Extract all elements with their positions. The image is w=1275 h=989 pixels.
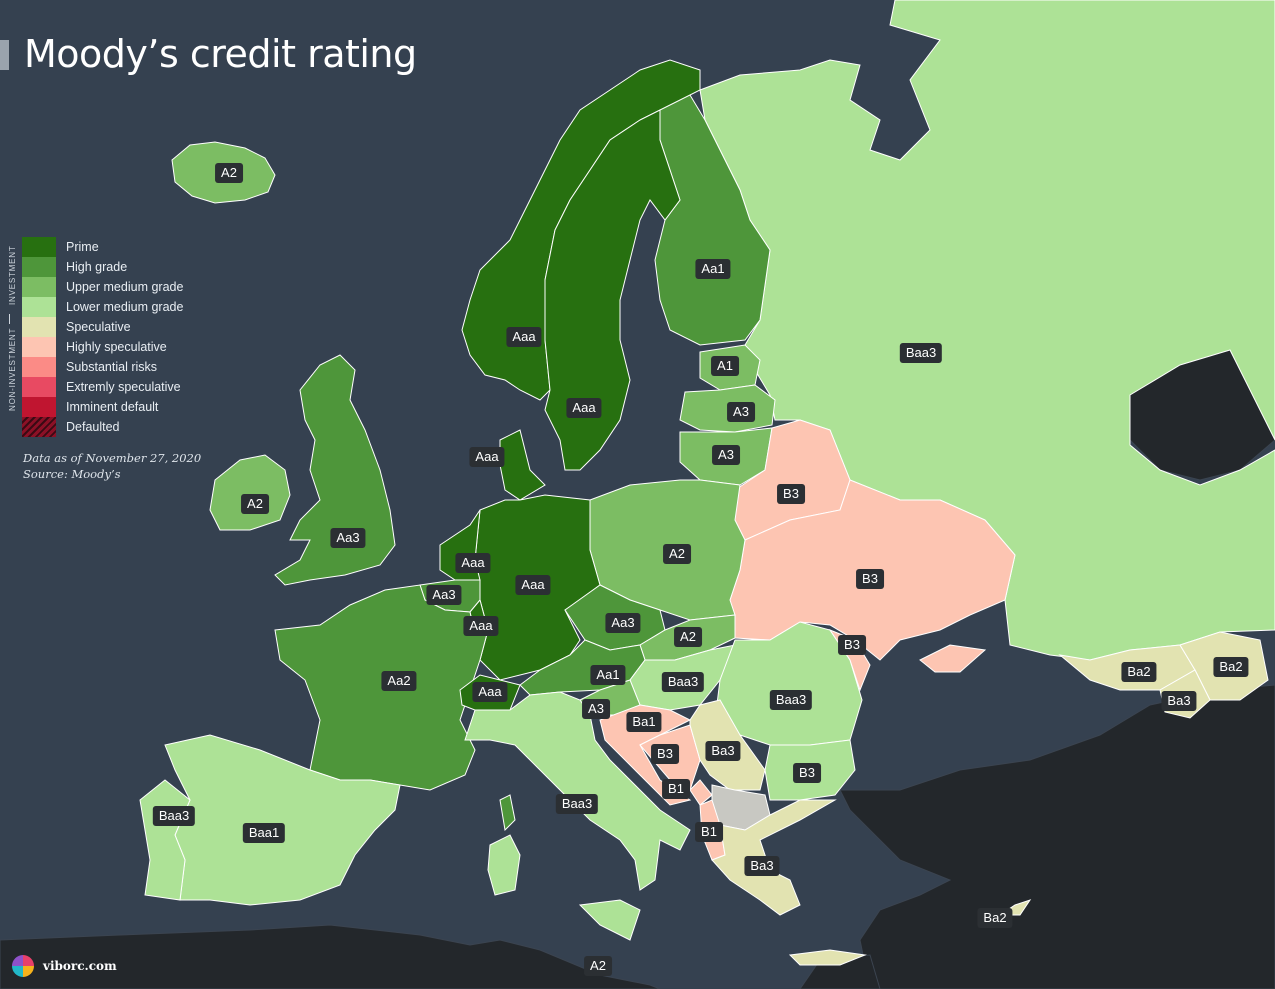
region-italy <box>464 691 691 891</box>
map-title: Moody’s credit rating <box>24 32 417 76</box>
rating-label-france: Aa2 <box>381 671 417 691</box>
rating-label-poland: A2 <box>663 544 691 564</box>
region-croatia <box>599 704 692 806</box>
title-accent-bar <box>0 40 9 70</box>
legend-item: Defaulted <box>22 417 183 437</box>
rating-label-latvia: A3 <box>727 402 755 422</box>
legend-swatch <box>22 357 56 377</box>
legend-swatch <box>22 257 56 277</box>
legend-item: Substantial risks <box>22 357 183 377</box>
legend-group-investment: INVESTMENT <box>8 245 17 305</box>
legend-swatch <box>22 277 56 297</box>
rating-label-cyprus: Ba2 <box>977 908 1013 928</box>
legend-item: Highly speculative <box>22 337 183 357</box>
region-denmark <box>499 429 546 501</box>
region-uk <box>274 354 396 586</box>
rating-label-croatia: Ba1 <box>626 712 662 732</box>
land-africa <box>0 924 661 989</box>
rating-label-denmark: Aaa <box>469 447 505 467</box>
legend-item: High grade <box>22 257 183 277</box>
region-sicily <box>578 899 641 941</box>
rating-label-germany: Aaa <box>515 575 551 595</box>
legend-label: Prime <box>66 240 99 254</box>
rating-label-bulgaria: B3 <box>793 763 821 783</box>
legend-group-separator <box>9 314 10 324</box>
legend-item: Lower medium grade <box>22 297 183 317</box>
rating-label-netherlands: Aaa <box>455 553 491 573</box>
legend-swatch <box>22 397 56 417</box>
legend-label: Extremly speculative <box>66 380 181 394</box>
region-sweden <box>544 109 681 471</box>
legend-item: Upper medium grade <box>22 277 183 297</box>
legend-item: Extremly speculative <box>22 377 183 397</box>
rating-label-lithuania: A3 <box>712 445 740 465</box>
rating-label-estonia: A1 <box>711 356 739 376</box>
brand-text: viborc.com <box>43 959 117 973</box>
legend-label: Upper medium grade <box>66 280 184 294</box>
brand[interactable]: viborc.com <box>12 955 117 977</box>
rating-label-norway: Aaa <box>506 327 542 347</box>
rating-label-iceland: A2 <box>215 163 243 183</box>
rating-label-austria: Aa1 <box>590 665 626 685</box>
rating-label-moldova: B3 <box>838 635 866 655</box>
rating-label-albania: B1 <box>695 822 723 842</box>
legend: Prime High grade Upper medium grade Lower m… <box>22 237 183 437</box>
rating-label-romania: Baa3 <box>769 690 813 710</box>
land-middle-east <box>839 684 1275 989</box>
rating-label-slovenia: A3 <box>582 699 610 719</box>
region-greece <box>711 799 837 916</box>
rating-label-luxembourg: Aaa <box>463 616 499 636</box>
rating-label-azerbaijan: Ba2 <box>1213 657 1249 677</box>
rating-label-sweden: Aaa <box>566 398 602 418</box>
rating-label-belarus: B3 <box>777 484 805 504</box>
rating-label-serbia: Ba3 <box>705 741 741 761</box>
legend-swatch <box>22 297 56 317</box>
rating-label-malta: A2 <box>584 956 612 976</box>
rating-label-bosnia-and-herzegovina: B3 <box>651 744 679 764</box>
legend-label: Speculative <box>66 320 131 334</box>
legend-label: Imminent default <box>66 400 159 414</box>
legend-item: Prime <box>22 237 183 257</box>
region-sardinia <box>487 834 521 896</box>
legend-label: Lower medium grade <box>66 300 184 314</box>
legend-group-non-investment: NON-INVESTMENT <box>8 327 17 411</box>
rating-label-switzerland: Aaa <box>472 682 508 702</box>
note-source: Source: Moody’s <box>23 467 121 481</box>
rating-label-italy: Baa3 <box>555 794 599 814</box>
rating-label-spain: Baa1 <box>242 823 286 843</box>
rating-label-belgium: Aa3 <box>426 585 462 605</box>
legend-item: Speculative <box>22 317 183 337</box>
rating-label-hungary: Baa3 <box>661 672 705 692</box>
rating-label-finland: Aa1 <box>695 259 731 279</box>
rating-label-ireland: A2 <box>241 494 269 514</box>
legend-swatch <box>22 417 56 437</box>
rating-label-ukraine: B3 <box>856 569 884 589</box>
legend-swatch <box>22 237 56 257</box>
rating-label-portugal: Baa3 <box>152 806 196 826</box>
rating-label-russia: Baa3 <box>899 343 943 363</box>
legend-label: Substantial risks <box>66 360 158 374</box>
rating-label-montenegro: B1 <box>662 779 690 799</box>
legend-label: Defaulted <box>66 420 120 434</box>
region-crete <box>788 949 867 966</box>
legend-swatch <box>22 317 56 337</box>
brand-logo-icon <box>12 955 34 977</box>
legend-label: Highly speculative <box>66 340 167 354</box>
rating-label-greece: Ba3 <box>744 856 780 876</box>
legend-label: High grade <box>66 260 128 274</box>
data-note: Data as of November 27, 2020 Source: Moo… <box>23 450 201 482</box>
legend-swatch <box>22 337 56 357</box>
rating-label-united-kingdom: Aa3 <box>330 528 366 548</box>
region-ireland <box>209 454 291 531</box>
rating-label-slovakia: A2 <box>674 627 702 647</box>
note-date: Data as of November 27, 2020 <box>23 451 202 465</box>
rating-label-georgia: Ba2 <box>1121 662 1157 682</box>
rating-label-armenia: Ba3 <box>1161 691 1197 711</box>
region-corsica <box>499 794 516 832</box>
region-crimea <box>919 644 987 673</box>
legend-item: Imminent default <box>22 397 183 417</box>
rating-label-czechia: Aa3 <box>605 613 641 633</box>
legend-swatch <box>22 377 56 397</box>
